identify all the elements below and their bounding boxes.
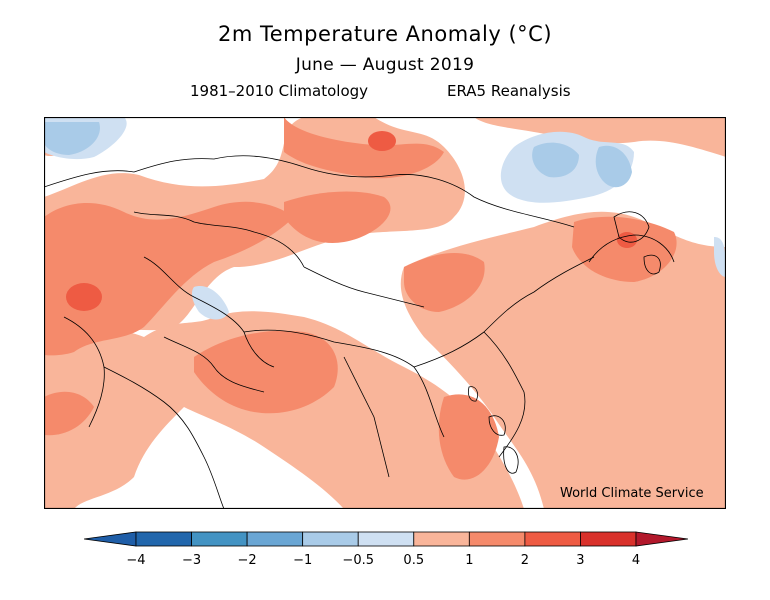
color-scale-legend: −4 −3 −2 −1 −0.5 0.5 1 2 3 4	[84, 531, 688, 568]
colorbar-segment	[468, 531, 526, 547]
colorbar-tick-label: −3	[182, 553, 201, 568]
anomaly-moderate-cool	[44, 122, 632, 188]
source-label: ERA5 Reanalysis	[447, 82, 571, 100]
climatology-label: 1981–2010 Climatology	[190, 82, 369, 100]
colorbar-segment	[135, 531, 192, 547]
map-subtitle: June — August 2019	[295, 55, 475, 75]
colorbar-tick-label: −4	[126, 553, 145, 568]
colorbar-segment	[302, 531, 359, 547]
colorbar-tick-label: 0.5	[403, 553, 424, 568]
colorbar-segment	[524, 531, 581, 547]
country-borders	[44, 155, 675, 509]
colorbar-segment	[357, 531, 415, 547]
colorbar-under-arrow	[84, 531, 137, 547]
colorbar-tick-label: 2	[521, 553, 529, 568]
colorbar-segment	[191, 531, 248, 547]
anomaly-moderate-warm	[44, 117, 677, 480]
colorbar-tick-label: −0.5	[342, 553, 374, 568]
map-credit: World Climate Service	[560, 486, 704, 501]
temperature-anomaly-map	[44, 117, 726, 509]
colorbar-tick-label: −2	[238, 553, 257, 568]
islands-outline	[468, 211, 661, 474]
colorbar-over-arrow	[635, 531, 688, 547]
colorbar-tick-label: −1	[293, 553, 312, 568]
colorbar-segment	[580, 531, 637, 547]
colorbar-tick-label: 4	[632, 553, 640, 568]
map-frame	[44, 117, 726, 509]
colorbar-tick-label: 3	[576, 553, 584, 568]
colorbar-segment	[413, 531, 470, 547]
colorbar-segment	[246, 531, 304, 547]
colorbar-tick-label: 1	[465, 553, 473, 568]
anomaly-strong-warm	[66, 131, 637, 311]
map-title: 2m Temperature Anomaly (°C)	[217, 22, 553, 46]
